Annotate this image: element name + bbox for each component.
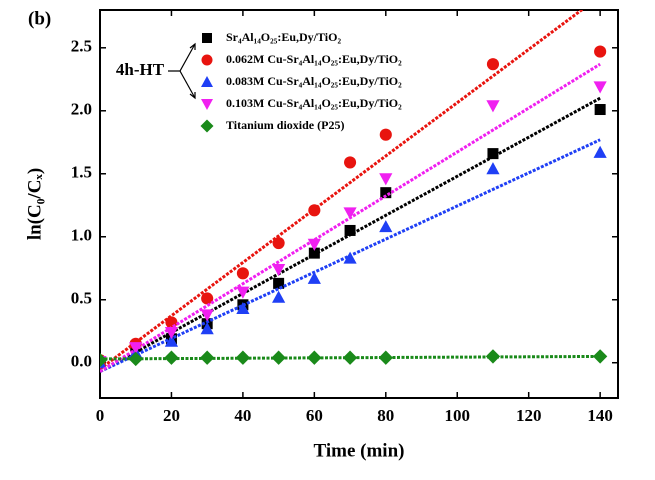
marker (271, 350, 286, 365)
marker (200, 350, 215, 365)
marker (308, 204, 321, 217)
marker (342, 350, 358, 365)
marker (343, 251, 357, 264)
x-tick-label: 40 (234, 406, 251, 425)
x-tick-label: 20 (163, 406, 180, 425)
marker (200, 309, 214, 322)
marker (379, 128, 392, 141)
y-tick-label: 2.5 (71, 37, 92, 56)
marker (236, 267, 249, 280)
marker (593, 81, 607, 94)
y-axis-label: ln(C₀/Cₓ) (24, 168, 45, 240)
marker (487, 148, 499, 160)
marker (307, 350, 322, 365)
marker (272, 264, 286, 277)
fit-line (100, 10, 585, 371)
marker (378, 350, 393, 365)
marker (236, 286, 250, 299)
marker (307, 238, 321, 251)
marker (344, 156, 357, 169)
annotation-arrows (168, 42, 196, 100)
y-tick-label: 0.5 (71, 289, 92, 308)
marker (344, 224, 356, 236)
legend-label: Titanium dioxide (P25) (226, 118, 344, 132)
marker (164, 326, 179, 340)
x-tick-label: 100 (444, 406, 470, 425)
annotation: 4h-HT (116, 60, 165, 79)
marker (202, 33, 212, 43)
marker (308, 247, 320, 259)
marker (486, 100, 500, 113)
legend-label: 0.083M Cu-Sr₄Al₁₄O₂₅:Eu,Dy/TiO₂ (226, 74, 402, 88)
plot-area (100, 10, 608, 373)
marker (307, 271, 321, 284)
legend-label: 0.062M Cu-Sr₄Al₁₄O₂₅:Eu,Dy/TiO₂ (226, 52, 402, 66)
marker (379, 220, 393, 233)
x-tick-label: 120 (516, 406, 542, 425)
legend-label: 0.103M Cu-Sr₄Al₁₄O₂₅:Eu,Dy/TiO₂ (226, 96, 402, 110)
marker (380, 187, 392, 199)
y-tick-label: 2.0 (71, 100, 92, 119)
marker (486, 162, 500, 175)
marker (594, 104, 606, 116)
marker (200, 119, 214, 133)
marker (201, 54, 213, 66)
marker (236, 301, 250, 315)
x-tick-label: 0 (96, 406, 105, 425)
marker (201, 292, 214, 305)
y-tick-label: 1.0 (71, 226, 92, 245)
marker (201, 76, 213, 87)
marker (272, 290, 286, 303)
marker (235, 350, 251, 365)
marker (200, 322, 214, 335)
marker (272, 237, 285, 250)
marker (379, 173, 393, 186)
y-tick-label: 0.0 (71, 352, 92, 371)
marker (164, 350, 179, 365)
marker (100, 353, 108, 368)
marker (485, 349, 501, 364)
marker (594, 45, 607, 58)
marker (164, 334, 179, 347)
marker (486, 58, 500, 71)
x-tick-label: 60 (306, 406, 323, 425)
x-tick-label: 80 (377, 406, 394, 425)
marker (593, 145, 607, 158)
marker (273, 277, 285, 289)
x-tick-label: 140 (587, 406, 613, 425)
marker (592, 349, 608, 364)
marker (129, 342, 143, 355)
y-tick-label: 1.5 (71, 163, 92, 182)
legend-label: Sr₄Al₁₄O₂₅:Eu,Dy/TiO₂ (226, 30, 341, 44)
panel-label: (b) (28, 8, 51, 29)
x-axis-label: Time (min) (314, 440, 405, 461)
marker (201, 99, 213, 110)
plot-frame (99, 9, 619, 399)
marker (128, 351, 143, 367)
marker (343, 207, 357, 220)
